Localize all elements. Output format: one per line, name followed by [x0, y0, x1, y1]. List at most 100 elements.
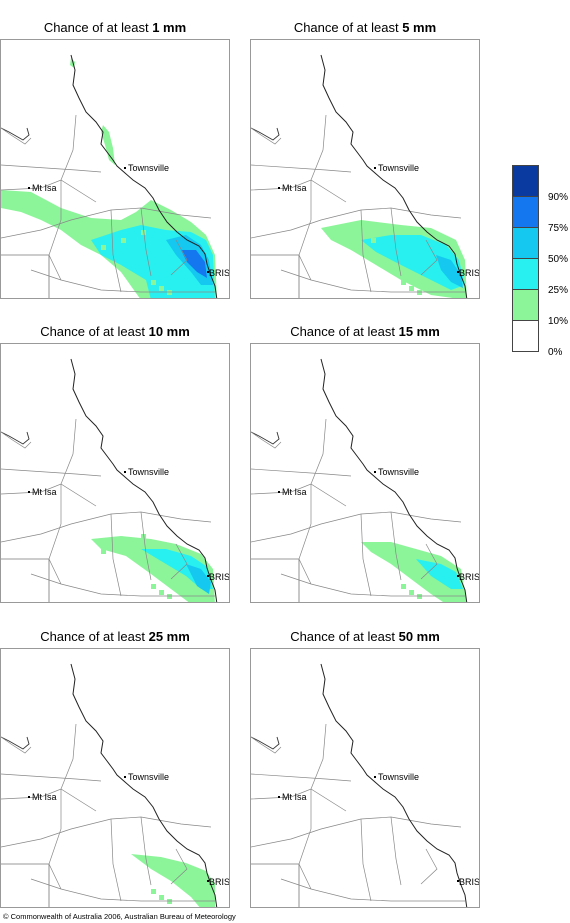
- district-border: [280, 878, 465, 902]
- town-label-mt-isa: Mt Isa: [282, 487, 307, 497]
- district-border: [1, 788, 97, 812]
- district-border: [360, 818, 372, 902]
- rainfall-grid-cell: [151, 584, 156, 589]
- district-border: [251, 164, 352, 173]
- town-marker-townsville: [374, 167, 376, 169]
- town-marker-townsville: [124, 471, 126, 473]
- map-canvas: Townsville Mt Isa BRIS: [1, 358, 230, 602]
- town-label-brisbane: BRIS: [459, 268, 480, 278]
- town-label-mt-isa: Mt Isa: [282, 792, 307, 802]
- rainfall-grid-cell: [371, 238, 376, 243]
- gulf-coastline: [251, 127, 280, 141]
- panel-title-10mm: Chance of at least 10 mm: [0, 324, 230, 339]
- town-marker-mt-isa: [28, 187, 30, 189]
- map-panel-1mm: Townsville Mt Isa BRIS: [0, 39, 230, 299]
- district-border: [1, 468, 102, 477]
- district-border: [60, 114, 77, 181]
- town-marker-mt-isa: [278, 796, 280, 798]
- district-border: [48, 180, 62, 281]
- queensland-coastline: [70, 663, 218, 907]
- rainfall-grid-cell: [159, 286, 164, 291]
- district-border: [170, 239, 188, 276]
- state-border: [1, 254, 50, 298]
- rainfall-area-75pct: [181, 250, 207, 278]
- town-marker-mt-isa: [278, 187, 280, 189]
- rainfall-grid-cell: [151, 889, 156, 894]
- town-label-brisbane: BRIS: [209, 572, 230, 582]
- town-marker-mt-isa: [28, 796, 30, 798]
- town-marker-brisbane: [457, 575, 459, 577]
- map-canvas: Townsville Mt Isa BRIS: [251, 358, 479, 602]
- town-label-brisbane: BRIS: [459, 877, 480, 887]
- rainfall-grid-cell: [167, 594, 172, 599]
- district-border: [420, 848, 438, 885]
- panel-title-amount: 15 mm: [398, 324, 440, 339]
- panel-title-amount: 5 mm: [402, 20, 437, 35]
- rainfall-grid-cell: [401, 584, 406, 589]
- town-label-mt-isa: Mt Isa: [32, 183, 57, 193]
- district-border: [251, 431, 282, 449]
- rainfall-grid-cell: [121, 542, 126, 547]
- queensland-coastline: [320, 358, 468, 602]
- district-border: [280, 573, 465, 597]
- district-border: [390, 511, 402, 581]
- district-border: [360, 209, 372, 293]
- map-panel-50mm: Townsville Mt Isa BRIS: [250, 648, 480, 908]
- map-canvas: Townsville Mt Isa BRIS: [1, 54, 230, 298]
- panel-title-prefix: Chance of at least: [43, 20, 153, 35]
- town-marker-brisbane: [207, 880, 209, 882]
- legend-label-10: 10%: [548, 316, 569, 327]
- rainfall-grid-cell: [417, 594, 422, 599]
- legend-label-0: 0%: [548, 347, 563, 358]
- state-border: [251, 558, 300, 602]
- rainfall-grid-cell: [141, 534, 146, 539]
- rainfall-grid-cell: [351, 245, 356, 250]
- rainfall-area-50pct: [436, 255, 463, 288]
- district-border: [251, 788, 347, 812]
- legend-swatch-25: [512, 258, 539, 290]
- district-border: [251, 483, 347, 507]
- town-marker-mt-isa: [278, 491, 280, 493]
- town-label-brisbane: BRIS: [209, 268, 230, 278]
- town-marker-brisbane: [207, 575, 209, 577]
- rainfall-area-10pct: [101, 125, 115, 165]
- town-label-townsville: Townsville: [128, 467, 169, 477]
- rainfall-grid-cell: [167, 290, 172, 295]
- legend-swatch-90: [512, 165, 539, 197]
- town-marker-townsville: [124, 167, 126, 169]
- panel-title-prefix: Chance of at least: [290, 629, 399, 644]
- rainfall-grid-cell: [141, 230, 146, 235]
- panel-title-1mm: Chance of at least 1 mm: [0, 20, 230, 35]
- rainfall-grid-cell: [151, 280, 156, 285]
- town-label-mt-isa: Mt Isa: [32, 792, 57, 802]
- town-label-townsville: Townsville: [378, 467, 419, 477]
- rainfall-grid-cell: [101, 549, 106, 554]
- rainfall-area-25pct: [416, 559, 463, 589]
- town-marker-brisbane: [457, 880, 459, 882]
- district-border: [1, 127, 32, 145]
- town-marker-brisbane: [457, 271, 459, 273]
- rainfall-grid-cell: [121, 238, 126, 243]
- district-border: [60, 723, 77, 790]
- rainfall-area-10pct: [131, 854, 215, 907]
- map-panel-25mm: Townsville Mt Isa BRIS: [0, 648, 230, 908]
- panel-title-amount: 10 mm: [148, 324, 190, 339]
- legend-swatch-75: [512, 196, 539, 228]
- panel-title-amount: 50 mm: [398, 629, 440, 644]
- district-border: [140, 511, 152, 581]
- rainfall-grid-cell: [409, 590, 414, 595]
- district-border: [310, 723, 327, 790]
- rainfall-area-25pct: [361, 235, 465, 290]
- rainfall-area-10pct: [201, 889, 215, 907]
- legend-label-75: 75%: [548, 223, 569, 234]
- district-border: [60, 418, 77, 485]
- queensland-coastline: [70, 54, 218, 298]
- gulf-coastline: [1, 736, 30, 750]
- map-panel-5mm: Townsville Mt Isa BRIS: [250, 39, 480, 299]
- town-marker-townsville: [374, 776, 376, 778]
- district-border: [1, 483, 97, 507]
- gulf-coastline: [1, 431, 30, 445]
- panel-title-50mm: Chance of at least 50 mm: [250, 629, 480, 644]
- town-marker-townsville: [124, 776, 126, 778]
- panel-title-prefix: Chance of at least: [293, 20, 403, 35]
